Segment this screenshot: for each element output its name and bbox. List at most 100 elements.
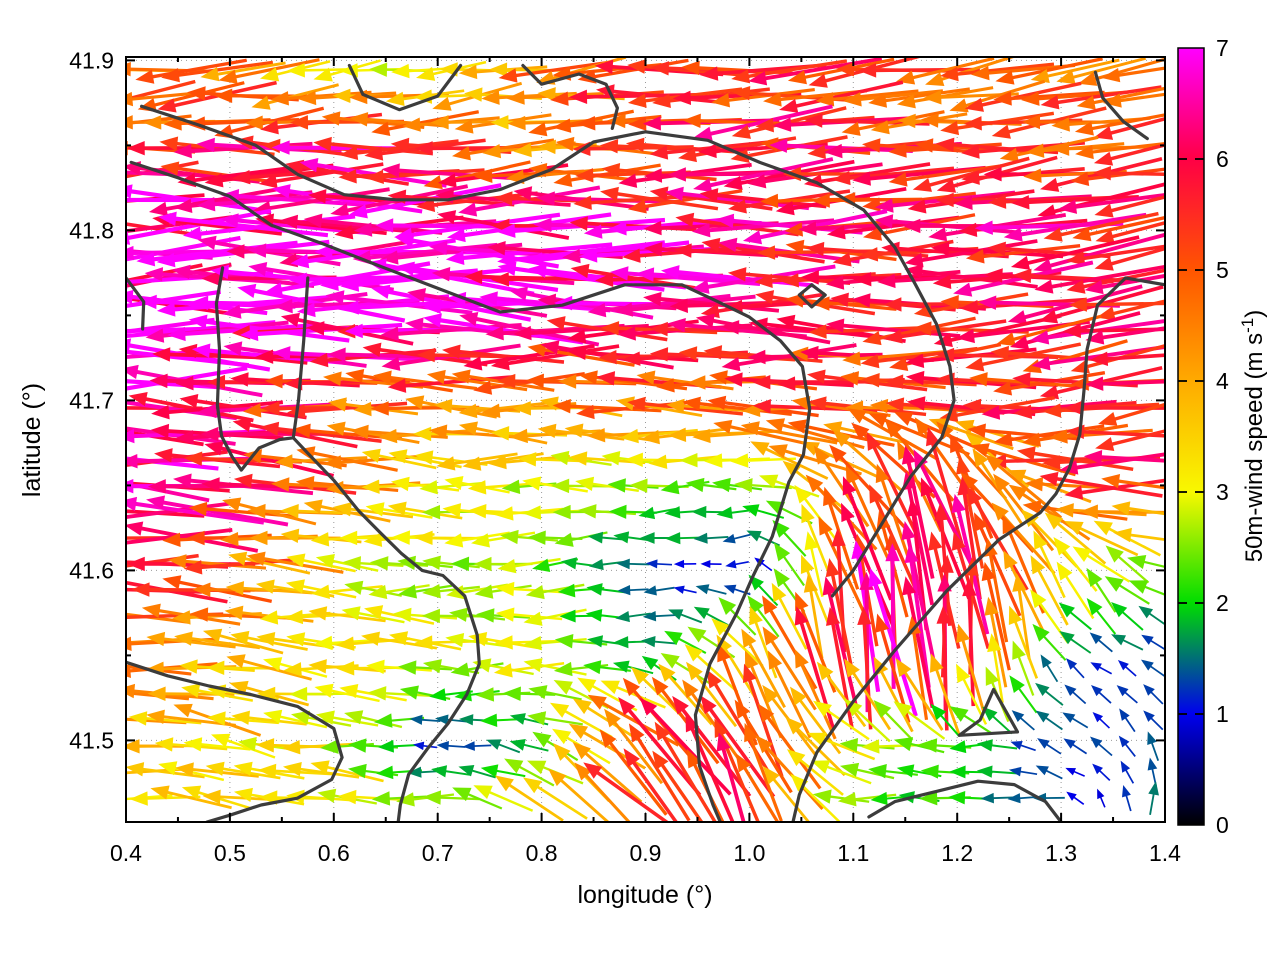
- wind-arrow: [523, 608, 587, 626]
- wind-arrow: [1003, 212, 1147, 242]
- wind-arrow: [1127, 554, 1165, 569]
- wind-arrow: [993, 424, 1105, 447]
- wind-arrow: [126, 222, 202, 238]
- wind-arrow: [230, 630, 308, 651]
- wind-arrow: [1066, 658, 1085, 679]
- wind-arrow: [458, 765, 496, 779]
- wind-arrow: [652, 750, 704, 822]
- wind-arrow: [646, 559, 673, 569]
- wind-arrow: [572, 741, 643, 804]
- wind-arrow: [426, 369, 528, 392]
- wind-arrow: [731, 106, 847, 139]
- wind-arrow: [1056, 57, 1147, 85]
- wind-arrow: [725, 560, 749, 569]
- wind-arrow: [315, 710, 379, 727]
- wind-arrow: [617, 585, 649, 596]
- wind-arrow: [623, 748, 679, 822]
- x-tick-label: 1.4: [1149, 840, 1181, 866]
- wind-arrow: [290, 710, 352, 727]
- wind-arrow: [146, 631, 236, 649]
- wind-arrow: [618, 696, 702, 797]
- wind-arrow: [398, 660, 453, 675]
- wind-arrow: [1101, 474, 1165, 490]
- wind-arrow: [174, 631, 261, 650]
- wind-arrow: [583, 762, 670, 822]
- wind-arrow: [734, 478, 792, 493]
- wind-arrow: [673, 559, 697, 569]
- wind-arrow: [801, 503, 830, 573]
- wind-arrow: [735, 753, 780, 822]
- wind-arrow: [962, 577, 977, 707]
- wind-arrow: [437, 163, 569, 188]
- wind-arrow: [126, 691, 190, 701]
- wind-arrow: [340, 267, 510, 292]
- wind-arrow: [452, 787, 503, 810]
- x-tick-label: 1.0: [733, 840, 765, 866]
- wind-arrow: [1098, 402, 1165, 426]
- wind-arrow: [1095, 429, 1165, 452]
- wind-arrow: [409, 714, 441, 725]
- wind-arrow: [202, 628, 284, 655]
- wind-arrow: [1093, 143, 1165, 166]
- wind-arrow: [1089, 736, 1113, 757]
- wind-arrow: [1085, 376, 1165, 391]
- wind-arrow: [1094, 195, 1165, 218]
- wind-arrow: [868, 87, 970, 108]
- wind-arrow: [1093, 520, 1161, 557]
- wind-arrow: [1010, 235, 1140, 270]
- wind-arrow: [896, 86, 994, 109]
- wind-arrow: [604, 708, 664, 785]
- wind-arrow: [928, 212, 1067, 242]
- wind-arrow: [493, 661, 565, 678]
- wind-arrow: [1070, 167, 1165, 187]
- wind-arrow: [1058, 602, 1092, 631]
- wind-arrow: [222, 497, 317, 526]
- wind-arrow: [668, 609, 703, 624]
- wind-arrow: [371, 110, 480, 136]
- wind-arrow: [1141, 634, 1165, 650]
- wind-arrow: [996, 314, 1102, 347]
- wind-arrow: [627, 396, 744, 416]
- wind-arrow: [685, 477, 737, 493]
- wind-arrow: [569, 89, 698, 105]
- wind-arrow: [964, 81, 1082, 112]
- wind-arrow: [841, 110, 945, 136]
- wind-arrow: [744, 650, 783, 739]
- wind-arrow: [981, 561, 1011, 671]
- wind-arrow: [1140, 659, 1165, 678]
- wind-arrow: [966, 486, 1029, 591]
- wind-arrow: [405, 395, 498, 419]
- wind-arrow: [1011, 710, 1035, 731]
- wind-arrow: [841, 502, 895, 627]
- wind-arrow: [552, 399, 662, 414]
- wind-arrow: [1093, 117, 1165, 140]
- boundary-line: [129, 160, 812, 822]
- wind-arrow: [974, 512, 1022, 617]
- wind-arrow: [1094, 246, 1165, 271]
- x-tick-label: 0.7: [422, 840, 454, 866]
- wind-arrow: [875, 463, 911, 561]
- wind-arrow: [1009, 675, 1038, 714]
- wind-arrow: [1039, 365, 1163, 400]
- wind-arrow: [825, 558, 855, 675]
- wind-arrow: [260, 421, 382, 444]
- wind-arrow: [1143, 684, 1164, 705]
- wind-arrow: [1092, 711, 1111, 729]
- x-tick-label: 0.5: [214, 840, 246, 866]
- wind-arrow: [940, 62, 1055, 82]
- x-tick-label: 0.8: [526, 840, 558, 866]
- wind-arrow: [976, 739, 1018, 752]
- wind-arrow: [722, 533, 752, 544]
- wind-arrow: [1083, 450, 1165, 465]
- boundary-line: [867, 779, 1063, 822]
- wind-arrow: [326, 421, 420, 445]
- wind-arrow: [861, 739, 925, 754]
- wind-arrow: [844, 658, 892, 731]
- wind-arrow: [1035, 682, 1064, 706]
- wind-arrow: [673, 585, 697, 594]
- wind-arrow: [210, 733, 276, 759]
- wind-arrow: [1092, 763, 1111, 782]
- boundary-line: [126, 660, 344, 822]
- wind-arrow: [742, 209, 888, 245]
